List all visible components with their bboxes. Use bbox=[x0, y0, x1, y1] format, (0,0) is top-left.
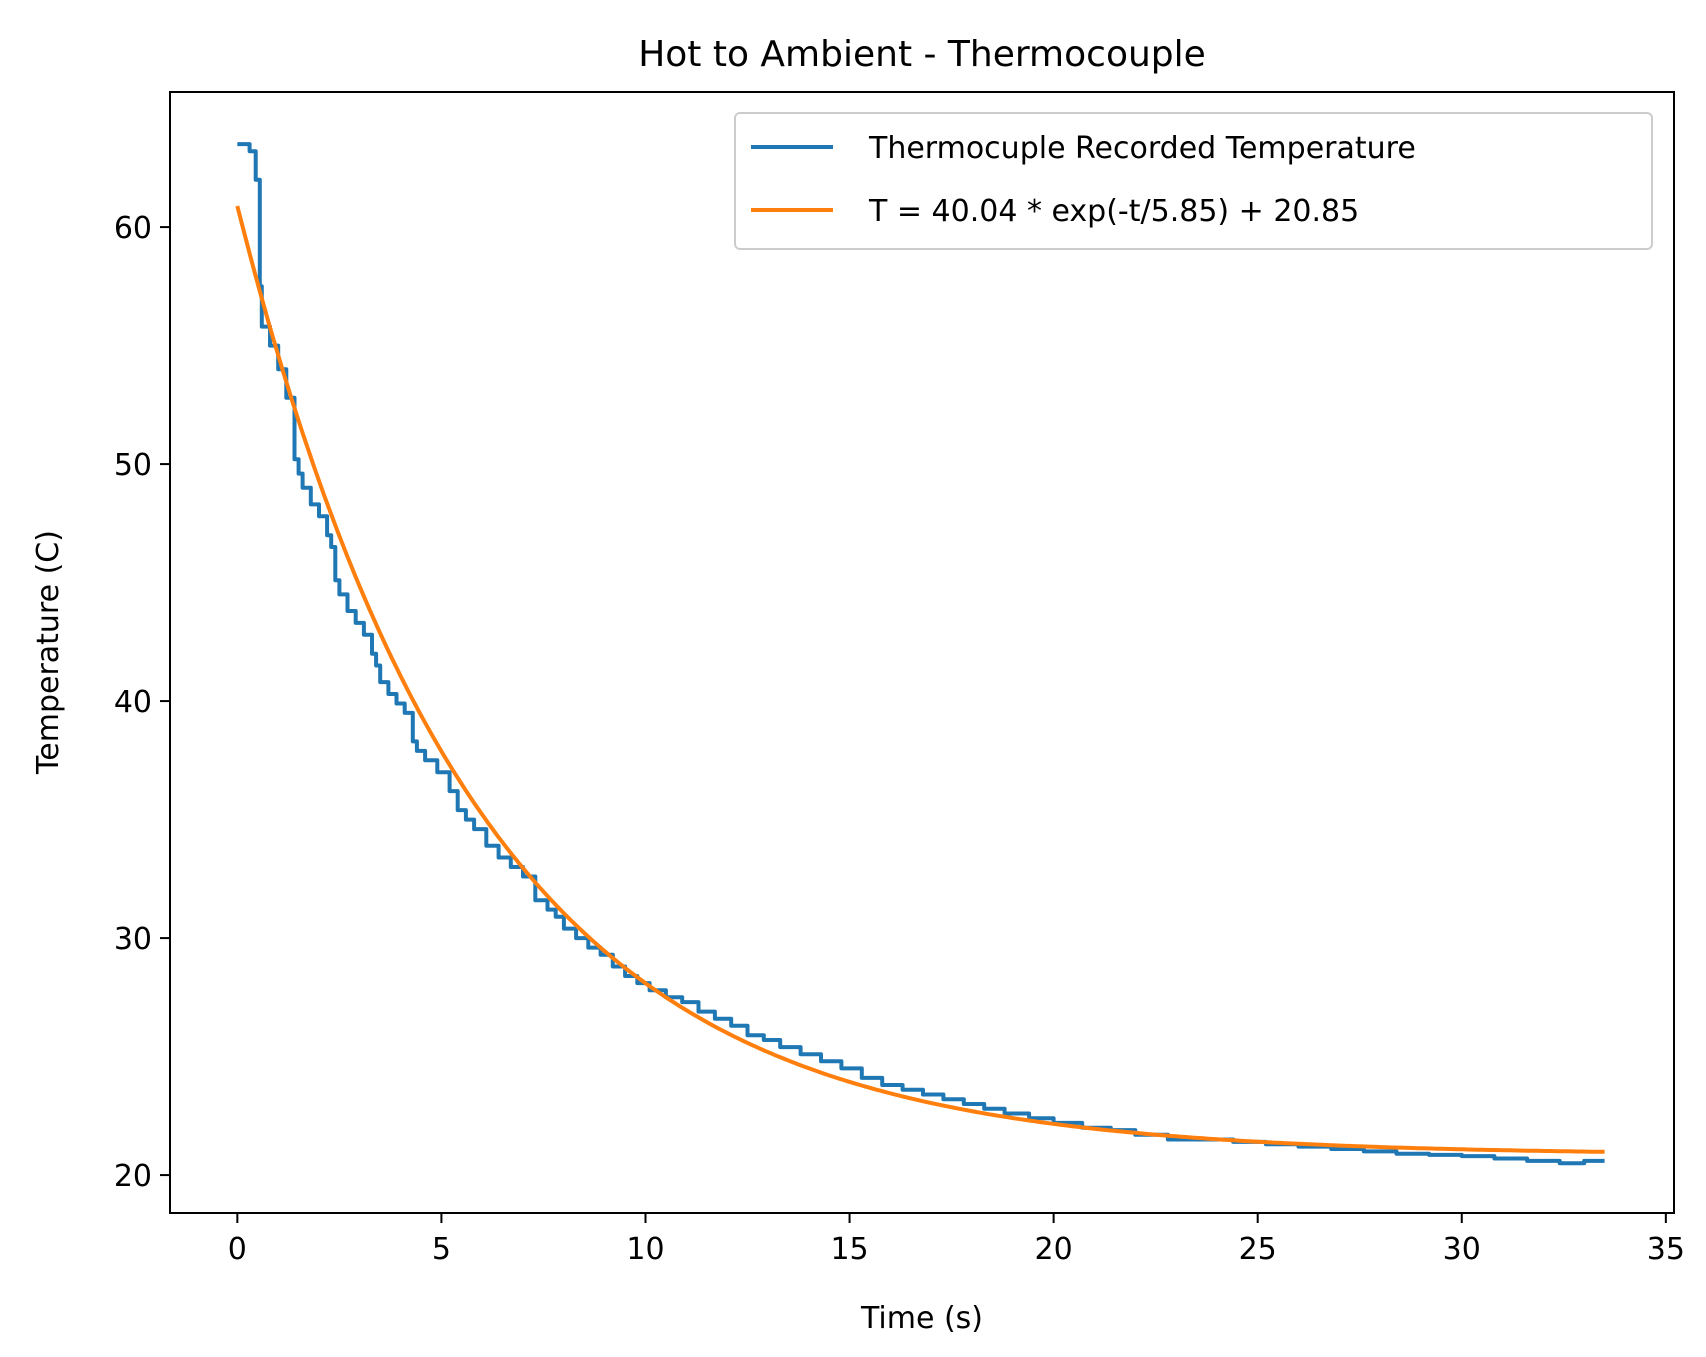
y-tick-label: 60 bbox=[114, 211, 152, 246]
x-axis-ticks: 0 5 10 15 20 25 30 35 bbox=[228, 1213, 1685, 1267]
plot-area bbox=[169, 91, 1675, 1214]
legend-label-series-2: T = 40.04 * exp(-t/5.85) + 20.85 bbox=[868, 194, 1359, 229]
x-tick-label: 10 bbox=[626, 1232, 664, 1267]
chart-title: Hot to Ambient - Thermocouple bbox=[638, 34, 1206, 75]
x-tick-label: 15 bbox=[830, 1232, 868, 1267]
x-tick-label: 35 bbox=[1647, 1232, 1685, 1267]
y-tick-label: 30 bbox=[114, 922, 152, 957]
series-line-2 bbox=[235, 205, 1605, 1154]
y-tick-label: 20 bbox=[114, 1159, 152, 1194]
x-tick-label: 0 bbox=[228, 1232, 247, 1267]
legend-label-series-1: Thermocuple Recorded Temperature bbox=[868, 131, 1416, 166]
plot-frame bbox=[169, 91, 1675, 1214]
y-tick-label: 40 bbox=[114, 685, 152, 720]
x-tick-label: 25 bbox=[1239, 1232, 1277, 1267]
legend: Thermocuple Recorded Temperature T = 40.… bbox=[734, 112, 1653, 250]
x-tick-label: 30 bbox=[1443, 1232, 1481, 1267]
y-axis-label: Temperature (C) bbox=[31, 530, 66, 775]
x-tick-label: 20 bbox=[1035, 1232, 1073, 1267]
series-layer bbox=[235, 142, 1605, 1166]
x-axis-label: Time (s) bbox=[860, 1301, 983, 1336]
y-tick-label: 50 bbox=[114, 448, 152, 483]
x-tick-label: 5 bbox=[432, 1232, 451, 1267]
legend-frame bbox=[734, 112, 1653, 250]
y-axis-ticks: 20 30 40 50 60 bbox=[114, 211, 170, 1194]
